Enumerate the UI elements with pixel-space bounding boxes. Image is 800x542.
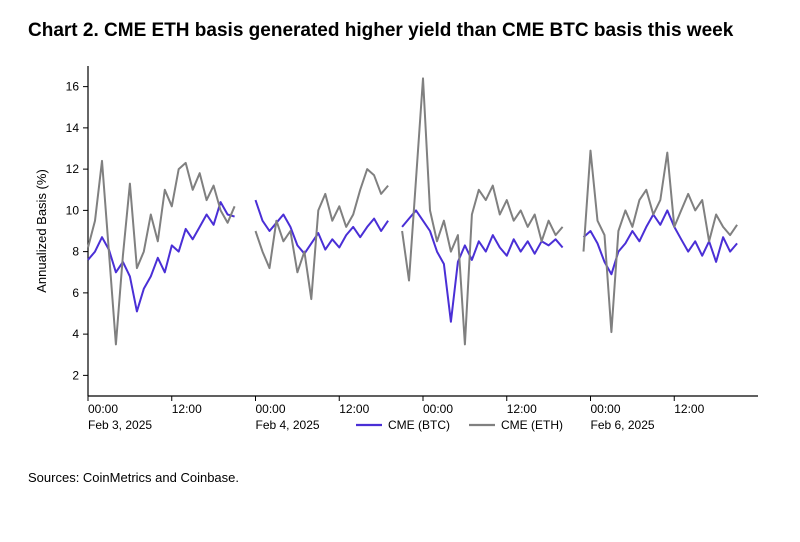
svg-text:Feb 4, 2025: Feb 4, 2025 <box>256 418 320 432</box>
svg-text:12:00: 12:00 <box>172 402 202 416</box>
chart-sources: Sources: CoinMetrics and Coinbase. <box>28 470 772 485</box>
svg-text:Annualized Basis (%): Annualized Basis (%) <box>34 169 49 293</box>
svg-text:CME (BTC): CME (BTC) <box>388 418 450 432</box>
svg-text:Feb 3, 2025: Feb 3, 2025 <box>88 418 152 432</box>
svg-text:12:00: 12:00 <box>507 402 537 416</box>
svg-text:12:00: 12:00 <box>339 402 369 416</box>
svg-text:2: 2 <box>72 368 79 382</box>
svg-text:4: 4 <box>72 327 79 341</box>
svg-text:CME (ETH): CME (ETH) <box>501 418 563 432</box>
svg-text:00:00: 00:00 <box>88 402 118 416</box>
svg-text:14: 14 <box>66 121 80 135</box>
line-chart: 2 4 6 8 10 12 14 16 Annualized Basis (%) 00:00 12:… <box>28 56 768 456</box>
svg-text:Feb 6, 2025: Feb 6, 2025 <box>591 418 655 432</box>
svg-text:6: 6 <box>72 286 79 300</box>
svg-text:16: 16 <box>66 79 80 93</box>
svg-text:8: 8 <box>72 244 79 258</box>
svg-text:12: 12 <box>66 162 80 176</box>
chart-title: Chart 2. CME ETH basis generated higher … <box>28 18 772 44</box>
svg-text:12:00: 12:00 <box>674 402 704 416</box>
svg-text:10: 10 <box>66 203 80 217</box>
chart-container: 2 4 6 8 10 12 14 16 Annualized Basis (%) 00:00 12:… <box>28 56 768 456</box>
svg-text:00:00: 00:00 <box>423 402 453 416</box>
svg-text:00:00: 00:00 <box>591 402 621 416</box>
svg-text:00:00: 00:00 <box>256 402 286 416</box>
